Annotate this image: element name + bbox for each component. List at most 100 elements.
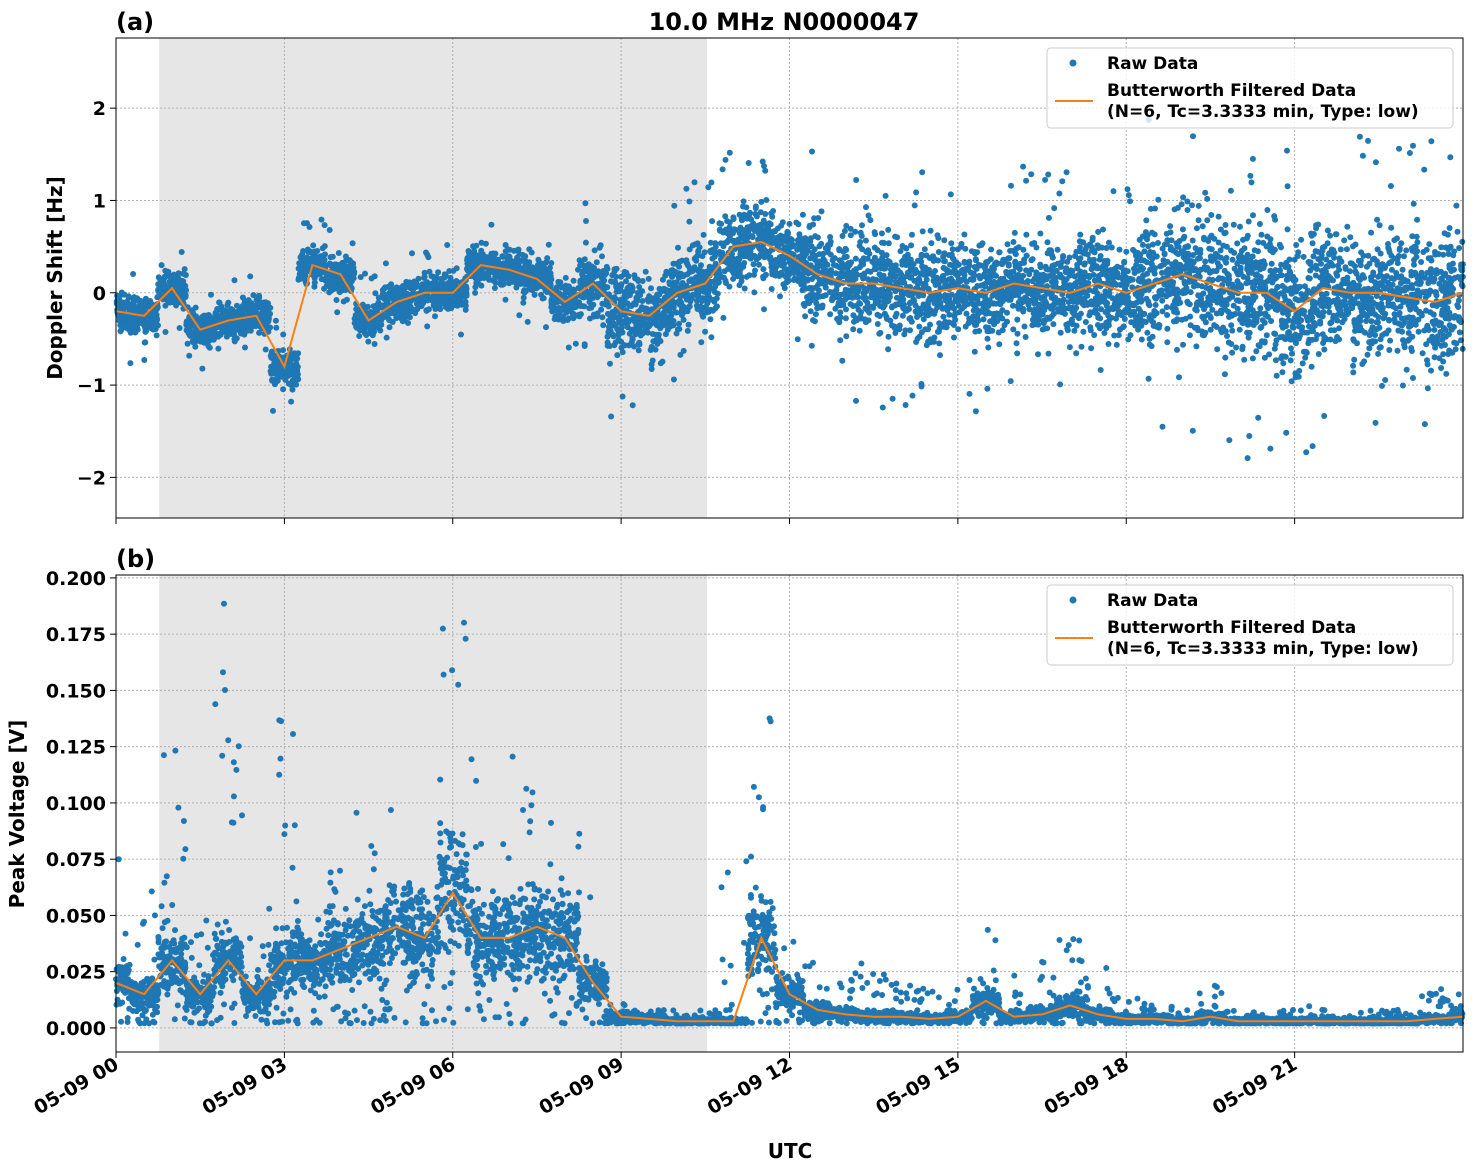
raw-data-point	[216, 299, 223, 306]
raw-data-point	[913, 189, 920, 196]
raw-data-point	[1059, 307, 1066, 314]
raw-data-point	[686, 198, 693, 205]
raw-data-point	[899, 243, 906, 249]
raw-data-point	[359, 315, 366, 322]
raw-data-point	[837, 264, 844, 270]
raw-data-point	[869, 286, 876, 293]
raw-data-point	[240, 307, 247, 314]
raw-data-point	[921, 246, 928, 253]
raw-data-point	[991, 314, 998, 321]
raw-data-point	[851, 276, 858, 283]
raw-data-point	[907, 327, 913, 334]
raw-data-point	[127, 360, 134, 367]
raw-data-point	[768, 286, 775, 292]
raw-data-point	[1036, 301, 1043, 308]
raw-data-point	[897, 279, 903, 286]
raw-data-point	[726, 149, 733, 156]
raw-data-point	[545, 241, 552, 248]
raw-data-point	[223, 329, 230, 336]
raw-data-point	[777, 293, 783, 300]
raw-data-point	[625, 317, 632, 324]
raw-data-point	[289, 386, 296, 393]
raw-data-point	[902, 402, 909, 408]
raw-data-point	[648, 366, 655, 372]
raw-data-point	[884, 257, 891, 264]
raw-data-point	[907, 316, 914, 323]
raw-data-point	[1082, 319, 1089, 325]
raw-data-point	[731, 227, 738, 234]
y-tick-label: 0	[93, 283, 106, 305]
raw-data-point	[607, 360, 613, 367]
raw-data-point	[885, 333, 892, 340]
raw-data-point	[889, 395, 896, 402]
raw-data-point	[196, 332, 203, 339]
raw-data-point	[652, 300, 659, 307]
raw-data-point	[586, 299, 593, 306]
raw-data-point	[980, 304, 987, 311]
raw-data-point	[679, 280, 686, 286]
raw-data-point	[1003, 291, 1010, 298]
raw-data-point	[985, 324, 992, 331]
raw-data-point	[605, 301, 612, 308]
raw-data-point	[843, 306, 849, 313]
raw-data-point	[141, 357, 148, 363]
raw-data-point	[293, 356, 299, 363]
raw-data-point	[372, 290, 379, 297]
raw-data-point	[824, 245, 831, 252]
raw-data-point	[738, 216, 745, 222]
raw-data-point	[566, 307, 573, 314]
raw-data-point	[1037, 278, 1044, 285]
raw-data-point	[689, 291, 696, 298]
raw-data-point	[1092, 300, 1099, 307]
raw-data-point	[972, 408, 979, 415]
raw-data-point	[936, 340, 943, 347]
raw-data-point	[832, 270, 839, 277]
raw-data-point	[528, 282, 535, 289]
raw-data-point	[1087, 327, 1094, 334]
raw-data-point	[275, 366, 282, 372]
raw-data-point	[443, 295, 450, 302]
raw-data-point	[269, 377, 276, 384]
raw-data-point	[934, 328, 941, 335]
raw-data-point	[374, 304, 381, 311]
raw-data-point	[1101, 330, 1108, 336]
raw-data-point	[166, 299, 173, 306]
raw-data-point	[500, 253, 507, 260]
raw-data-point	[617, 312, 624, 319]
raw-data-point	[958, 240, 965, 247]
raw-data-point	[1043, 266, 1050, 273]
raw-data-point	[594, 294, 601, 301]
raw-data-point	[1014, 316, 1021, 323]
raw-data-point	[697, 303, 704, 310]
raw-data-point	[704, 285, 710, 292]
raw-data-point	[262, 299, 269, 306]
raw-data-point	[861, 285, 868, 292]
raw-data-point	[978, 282, 984, 289]
raw-data-point	[870, 304, 877, 311]
raw-data-point	[381, 285, 388, 292]
raw-data-point	[961, 231, 968, 238]
raw-data-point	[611, 342, 618, 349]
raw-data-point	[1097, 367, 1104, 373]
raw-data-point	[132, 329, 139, 336]
raw-data-point	[740, 203, 746, 210]
raw-data-point	[916, 323, 923, 330]
raw-data-point	[334, 309, 341, 316]
raw-data-point	[1108, 244, 1115, 251]
raw-data-point	[940, 313, 947, 320]
raw-data-point	[639, 278, 646, 284]
raw-data-point	[814, 234, 821, 241]
raw-data-point	[162, 302, 169, 309]
raw-data-point	[386, 324, 393, 331]
raw-data-point	[839, 233, 846, 239]
raw-data-point	[619, 393, 626, 400]
raw-data-point	[764, 228, 771, 235]
raw-data-point	[740, 198, 747, 205]
raw-data-point	[730, 216, 737, 222]
raw-data-point	[909, 231, 915, 238]
raw-data-point	[657, 325, 664, 332]
raw-data-point	[645, 275, 652, 282]
raw-data-point	[984, 258, 991, 265]
raw-data-point	[768, 210, 775, 217]
raw-data-point	[253, 306, 260, 312]
